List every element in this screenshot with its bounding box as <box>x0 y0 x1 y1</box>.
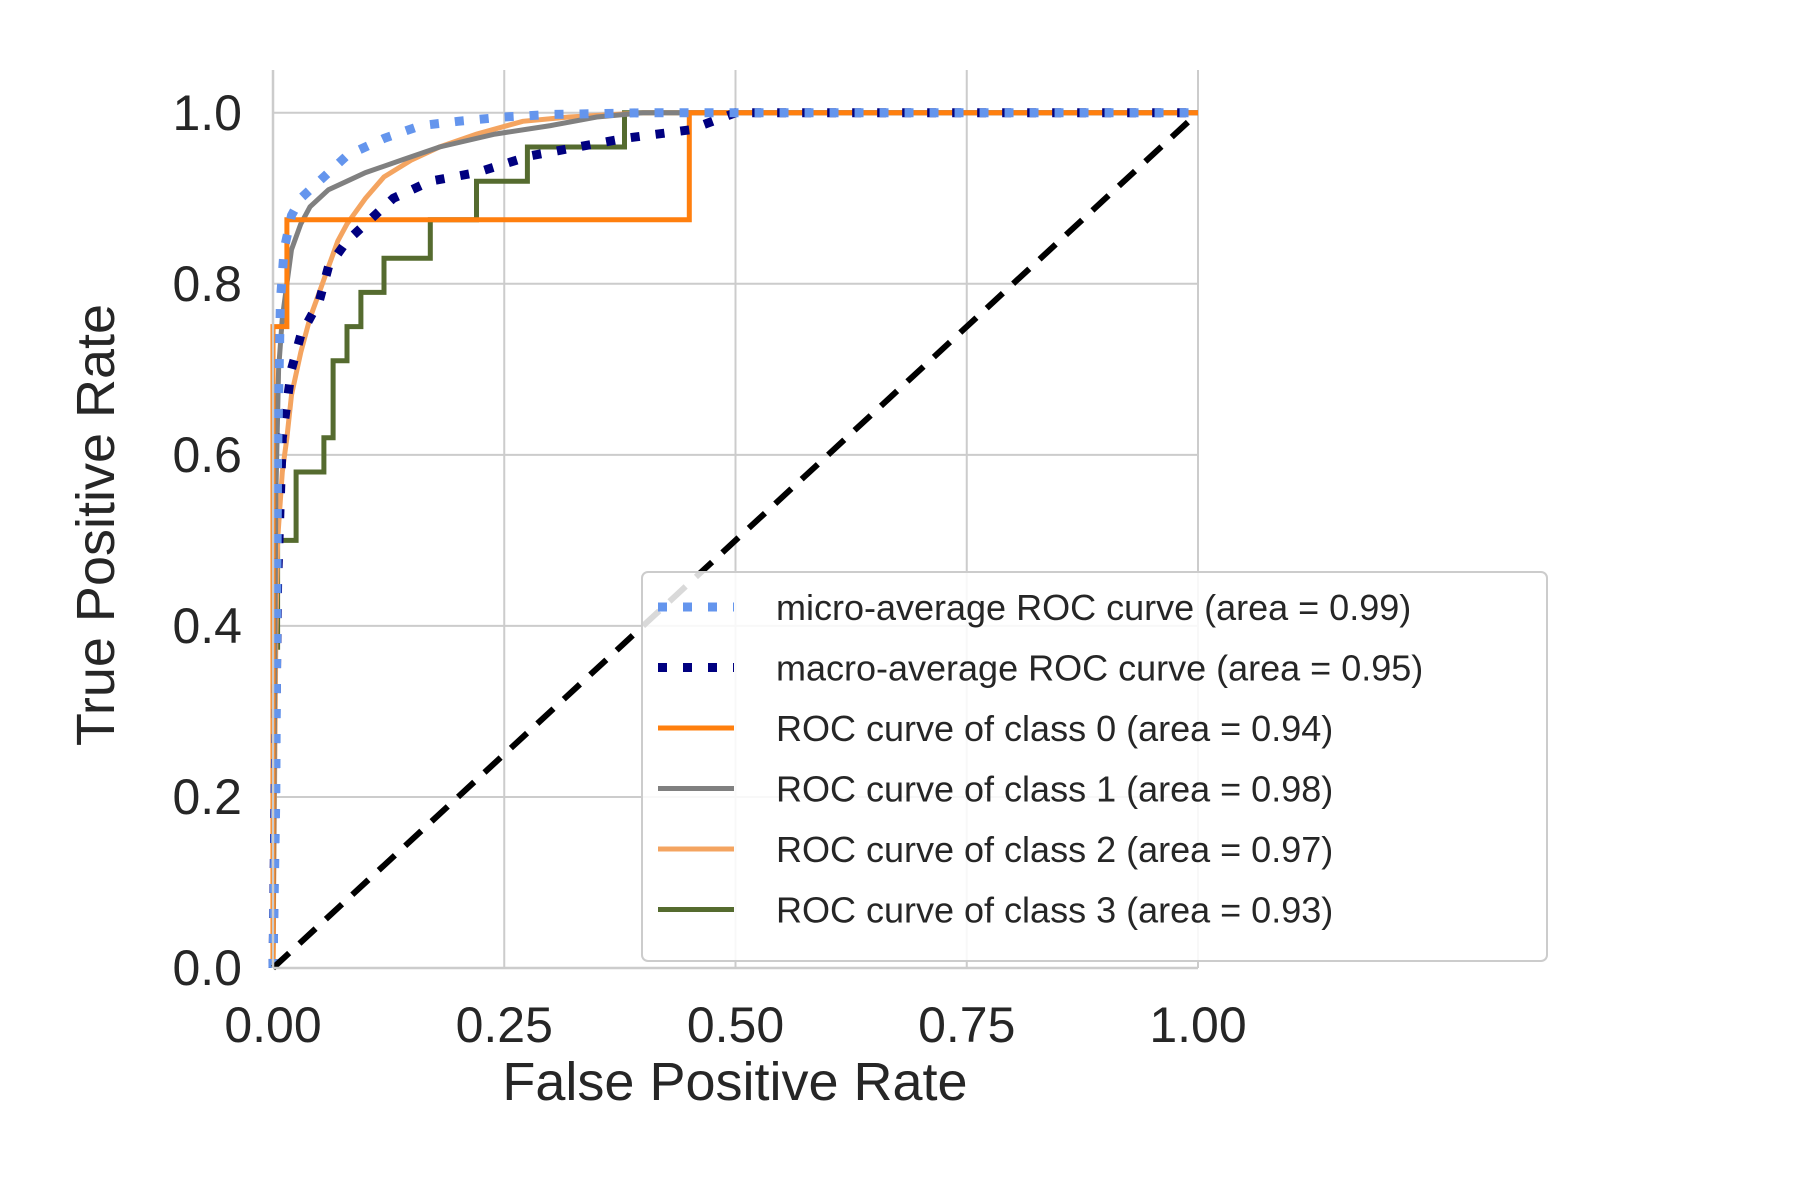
x-tick-label: 0.75 <box>918 997 1015 1053</box>
series-line-1 <box>268 108 1198 969</box>
legend-entry-label: ROC curve of class 0 (area = 0.94) <box>776 708 1333 749</box>
y-tick-label: 0.0 <box>172 940 242 996</box>
x-axis-label: False Positive Rate <box>502 1052 967 1112</box>
chance-diagonal-line <box>270 110 1201 971</box>
series-line-0 <box>268 108 1198 969</box>
legend-entry-label: ROC curve of class 3 (area = 0.93) <box>776 890 1333 931</box>
plot-area <box>268 108 1201 971</box>
series-line-5 <box>270 110 1198 968</box>
y-tick-label: 0.2 <box>172 769 242 825</box>
legend-entry-label: micro-average ROC curve (area = 0.99) <box>776 587 1411 628</box>
legend-entry-label: ROC curve of class 2 (area = 0.97) <box>776 829 1333 870</box>
legend: micro-average ROC curve (area = 0.99) mac… <box>641 571 1548 962</box>
y-tick-label: 0.6 <box>172 427 242 483</box>
legend-box <box>641 571 1548 962</box>
y-tick-label: 0.8 <box>172 256 242 312</box>
x-tick-label: 1.00 <box>1149 997 1246 1053</box>
x-tick-label: 0.50 <box>687 997 784 1053</box>
legend-entry-label: ROC curve of class 1 (area = 0.98) <box>776 769 1333 810</box>
y-tick-label: 0.4 <box>172 598 242 654</box>
x-axis: 0.00 0.25 0.50 0.75 1.00 <box>224 966 1247 1053</box>
y-axis: 0.0 0.2 0.4 0.6 0.8 1.0 <box>172 70 275 996</box>
legend-entry-label: macro-average ROC curve (area = 0.95) <box>776 648 1423 689</box>
x-tick-label: 0.25 <box>456 997 553 1053</box>
y-axis-label: True Positive Rate <box>66 304 126 746</box>
y-tick-label: 1.0 <box>172 85 242 141</box>
x-tick-label: 0.00 <box>224 997 321 1053</box>
